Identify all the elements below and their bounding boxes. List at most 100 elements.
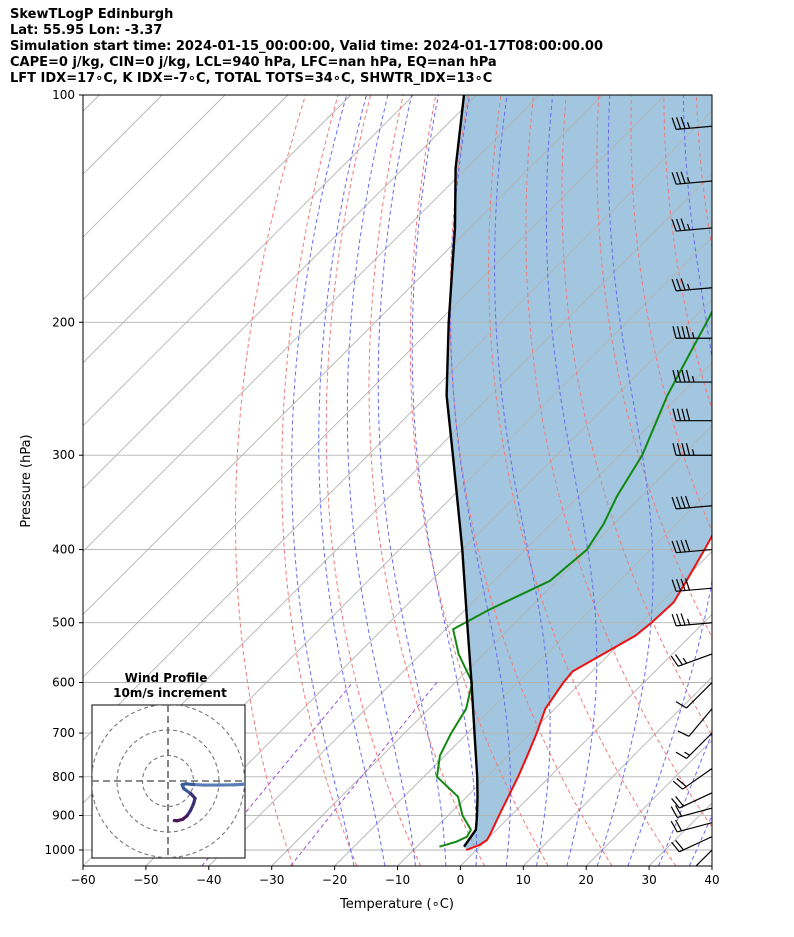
y-tick-label: 700 — [52, 726, 75, 740]
barb-flag — [675, 701, 687, 709]
temperature-line — [465, 534, 712, 851]
moist-adiabat — [720, 95, 794, 866]
wind-barb — [670, 805, 712, 818]
profile-lines — [436, 95, 712, 851]
isotherm-line — [271, 425, 712, 866]
barb-flag — [676, 278, 682, 291]
barb-staff — [682, 768, 712, 790]
stability-line: CAPE=0 j/kg, CIN=0 j/kg, LCL=940 hPa, LF… — [10, 55, 497, 70]
barb-flag — [680, 496, 686, 509]
barb-half-flag — [691, 332, 695, 339]
barb-flag — [676, 869, 687, 875]
barb-flag — [671, 497, 677, 510]
isotherm-line — [83, 95, 352, 364]
parcel-line — [445, 95, 479, 848]
barb-staff — [679, 836, 712, 853]
wind-barb — [672, 408, 712, 422]
x-tick-label: −60 — [70, 873, 95, 887]
moist-adiabat — [377, 95, 447, 866]
isotherm-line — [83, 110, 712, 741]
wind-barb — [672, 443, 712, 456]
chart-header: SkewTLogP Edinburgh Lat: 55.95 Lon: -3.3… — [10, 7, 603, 87]
barb-staff — [688, 708, 712, 737]
barb-staff — [676, 287, 712, 292]
barb-flag — [676, 218, 682, 231]
wind-barb — [671, 613, 712, 627]
barb-flag — [671, 219, 677, 232]
hodograph-subtitle: 10m/s increment — [113, 686, 227, 700]
wind-barb — [671, 578, 712, 592]
x-tick-label: −20 — [322, 873, 347, 887]
isotherm-line — [83, 95, 477, 490]
barb-staff — [676, 180, 712, 185]
y-tick-label: 300 — [52, 448, 75, 462]
y-tick-label: 800 — [52, 770, 75, 784]
isotherm-line — [397, 550, 712, 866]
dry-adiabat — [368, 95, 485, 866]
wind-barb — [672, 326, 712, 339]
wind-barb — [671, 836, 712, 853]
barb-flag — [684, 539, 691, 552]
barb-staff — [686, 682, 712, 709]
barb-flag — [675, 805, 683, 817]
y-tick-label: 1000 — [44, 843, 75, 857]
barb-flag — [676, 540, 682, 553]
isotherm-line — [711, 865, 712, 866]
barb-flag — [675, 839, 684, 851]
dry-adiabat — [488, 95, 677, 866]
barb-flag — [676, 326, 682, 339]
barb-staff — [686, 732, 712, 759]
barb-flag — [684, 578, 691, 591]
isotherm-line — [460, 613, 712, 866]
wind-barb — [671, 171, 712, 185]
barb-half-flag — [687, 122, 691, 129]
isotherm-line — [83, 95, 226, 238]
barb-flag — [681, 369, 686, 383]
barb-flag — [674, 654, 683, 666]
barb-flag — [684, 495, 691, 508]
dry-adiabat — [630, 95, 712, 533]
moist-adiabat — [291, 95, 355, 866]
wind-barb — [672, 369, 712, 383]
x-axis-label: Temperature (∘C) — [339, 897, 454, 912]
isotherm-line — [83, 95, 540, 553]
barb-flag — [680, 116, 686, 129]
wind-barb — [675, 682, 712, 709]
barb-half-flag — [684, 751, 691, 756]
barb-half-flag — [682, 657, 688, 664]
moist-adiabat — [318, 95, 386, 866]
wind-barb — [671, 278, 712, 292]
barb-flag — [680, 278, 686, 291]
barb-flag — [671, 540, 677, 553]
barb-flag — [681, 443, 686, 456]
barb-flag — [670, 655, 679, 667]
x-tick-label: 0 — [457, 873, 465, 887]
cin-area — [446, 95, 712, 850]
barb-flag — [681, 326, 686, 339]
barb-staff — [676, 587, 712, 592]
chart-title: SkewTLogP Edinburgh — [10, 7, 174, 22]
barb-staff — [676, 227, 712, 232]
wind-barbs — [670, 116, 712, 875]
wind-barb — [677, 708, 712, 737]
barb-flag — [676, 117, 682, 130]
moist-adiabat — [545, 95, 598, 866]
barb-flag — [676, 369, 682, 383]
isotherm-line — [83, 95, 100, 112]
barb-half-flag — [691, 375, 695, 383]
moist-adiabat — [494, 95, 551, 866]
moist-adiabat-lines — [291, 95, 794, 866]
moist-adiabat — [627, 95, 712, 866]
hodograph-title: Wind Profile — [125, 671, 208, 685]
location-line: Lat: 55.95 Lon: -3.37 — [10, 23, 163, 38]
wind-barb — [671, 116, 712, 130]
time-line: Simulation start time: 2024-01-15_00:00:… — [10, 39, 603, 54]
y-axis-label: Pressure (hPa) — [19, 434, 34, 527]
barb-flag — [671, 613, 677, 627]
x-tick-label: 20 — [579, 873, 594, 887]
barb-flag — [685, 443, 691, 456]
isotherm-line — [83, 95, 289, 301]
wind-barb — [671, 539, 712, 554]
barb-flag — [676, 171, 682, 184]
wind-barb — [671, 218, 712, 232]
